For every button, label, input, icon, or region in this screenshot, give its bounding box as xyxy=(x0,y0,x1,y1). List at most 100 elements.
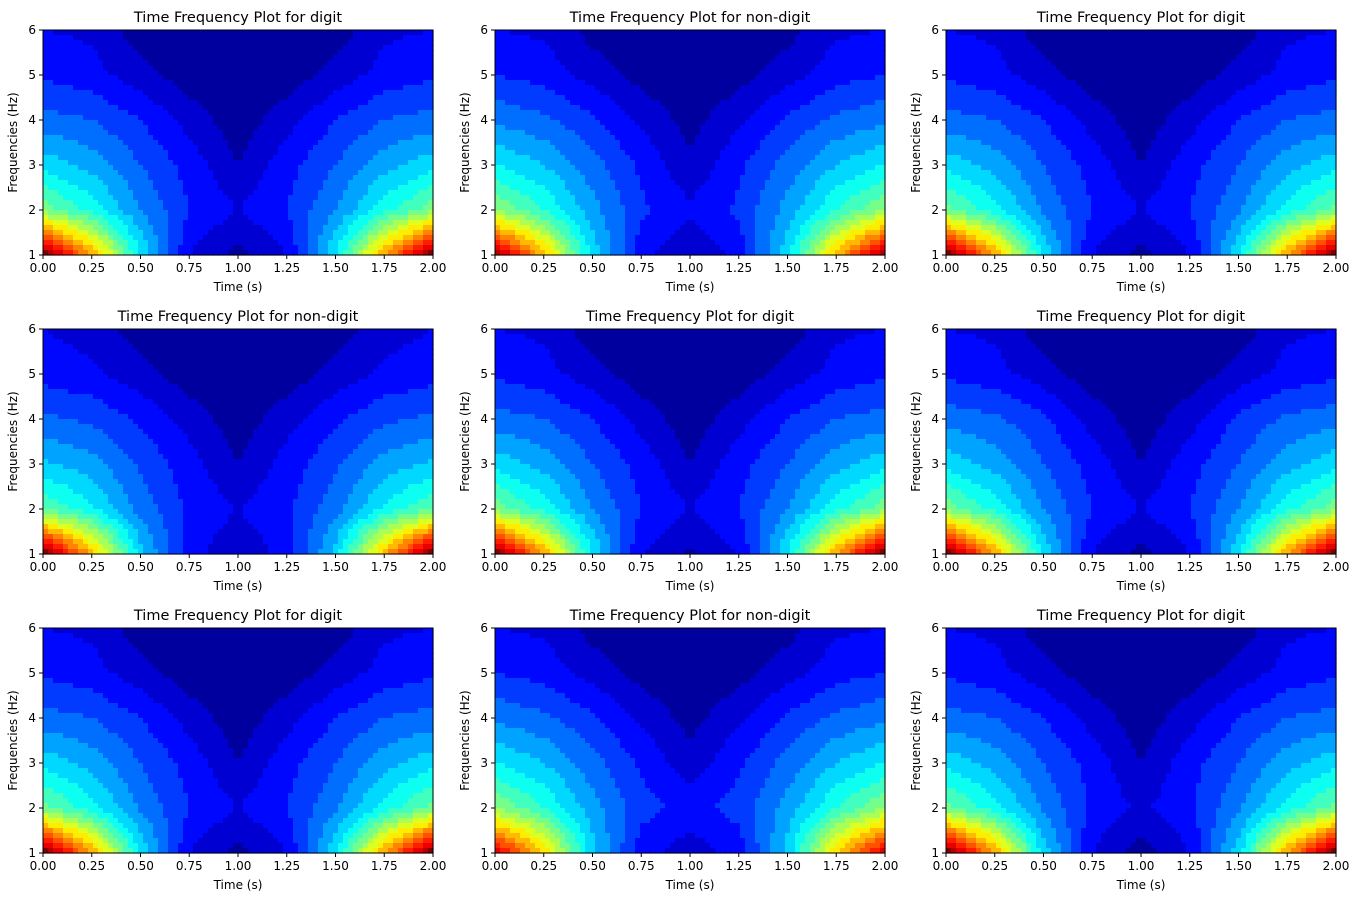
heatmap-cell xyxy=(413,220,419,226)
heatmap-cell xyxy=(48,35,54,41)
heatmap-cell xyxy=(68,185,74,191)
heatmap-cell xyxy=(273,105,279,111)
heatmap-cell xyxy=(368,55,374,61)
heatmap-cell xyxy=(865,90,871,96)
heatmap-cell xyxy=(68,115,74,121)
heatmap-cell xyxy=(318,45,324,51)
heatmap-cell xyxy=(760,50,766,56)
heatmap-cell xyxy=(263,105,269,111)
heatmap-cell xyxy=(138,30,144,36)
heatmap-cell xyxy=(113,95,119,101)
heatmap-cell xyxy=(820,105,826,111)
heatmap-cell xyxy=(103,240,109,246)
heatmap-cell xyxy=(750,105,756,111)
heatmap-cell xyxy=(765,50,771,56)
heatmap-cell xyxy=(143,195,149,201)
heatmap-cell xyxy=(113,200,119,206)
heatmap-cell xyxy=(550,115,556,121)
heatmap-cell xyxy=(253,240,259,246)
heatmap-cell xyxy=(273,190,279,196)
heatmap-cell xyxy=(208,220,214,226)
heatmap-cell xyxy=(48,205,54,211)
heatmap-cell xyxy=(213,125,219,131)
heatmap-cell xyxy=(383,125,389,131)
heatmap-cell xyxy=(348,180,354,186)
heatmap-cell xyxy=(268,180,274,186)
heatmap-cell xyxy=(805,90,811,96)
heatmap-cell xyxy=(675,95,681,101)
heatmap-cell xyxy=(318,130,324,136)
heatmap-cell xyxy=(153,135,159,141)
heatmap-cell xyxy=(118,45,124,51)
heatmap-cell xyxy=(298,70,304,76)
heatmap-cell xyxy=(178,145,184,151)
heatmap-cell xyxy=(138,225,144,231)
heatmap-cell xyxy=(403,90,409,96)
heatmap-cell xyxy=(393,115,399,121)
heatmap-cell xyxy=(253,220,259,226)
heatmap-cell xyxy=(183,135,189,141)
heatmap-cell xyxy=(148,175,154,181)
heatmap-cell xyxy=(173,40,179,46)
heatmap-cell xyxy=(293,170,299,176)
heatmap-cell xyxy=(408,135,414,141)
heatmap-cell xyxy=(398,55,404,61)
heatmap-cell xyxy=(313,110,319,116)
heatmap-cell xyxy=(555,75,561,81)
heatmap-cell xyxy=(423,235,429,241)
heatmap-cell xyxy=(590,70,596,76)
heatmap-cell xyxy=(388,140,394,146)
heatmap-cell xyxy=(318,245,324,251)
heatmap-cell xyxy=(168,70,174,76)
heatmap-cell xyxy=(108,95,114,101)
heatmap-cell xyxy=(765,110,771,116)
heatmap-cell xyxy=(318,240,324,246)
heatmap-cell xyxy=(510,85,516,91)
heatmap-cell xyxy=(625,40,631,46)
heatmap-cell xyxy=(78,155,84,161)
heatmap-cell xyxy=(373,220,379,226)
heatmap-cell xyxy=(153,120,159,126)
heatmap-cell xyxy=(363,65,369,71)
heatmap-cell xyxy=(93,215,99,221)
heatmap-cell xyxy=(98,105,104,111)
heatmap-cell xyxy=(198,140,204,146)
heatmap-cell xyxy=(850,115,856,121)
heatmap-cell xyxy=(43,35,49,41)
heatmap-cell xyxy=(88,185,94,191)
heatmap-cell xyxy=(515,45,521,51)
heatmap-cell xyxy=(98,210,104,216)
heatmap-cell xyxy=(103,210,109,216)
heatmap-cell xyxy=(550,45,556,51)
heatmap-cell xyxy=(93,95,99,101)
heatmap-cell xyxy=(108,85,114,91)
heatmap-cell xyxy=(288,215,294,221)
heatmap-cell xyxy=(705,40,711,46)
heatmap-cell xyxy=(98,85,104,91)
heatmap-cell xyxy=(383,240,389,246)
heatmap-cell xyxy=(118,205,124,211)
heatmap-cell xyxy=(193,115,199,121)
heatmap-cell xyxy=(725,90,731,96)
heatmap-cell xyxy=(423,60,429,66)
heatmap-cell xyxy=(348,245,354,251)
heatmap-cell xyxy=(860,55,866,61)
heatmap-cell xyxy=(600,50,606,56)
heatmap-cell xyxy=(630,110,636,116)
heatmap-cell xyxy=(138,45,144,51)
heatmap-cell xyxy=(228,135,234,141)
heatmap-cell xyxy=(218,235,224,241)
heatmap-cell xyxy=(273,85,279,91)
heatmap-cell xyxy=(143,125,149,131)
heatmap-cell xyxy=(393,80,399,86)
heatmap-cell xyxy=(610,115,616,121)
heatmap-cell xyxy=(83,120,89,126)
heatmap-cell xyxy=(418,115,424,121)
heatmap-cell xyxy=(323,125,329,131)
heatmap-cell xyxy=(363,210,369,216)
heatmap-cell xyxy=(68,130,74,136)
heatmap-cell xyxy=(83,40,89,46)
heatmap-cell xyxy=(303,160,309,166)
heatmap-cell xyxy=(520,35,526,41)
heatmap-cell xyxy=(278,95,284,101)
